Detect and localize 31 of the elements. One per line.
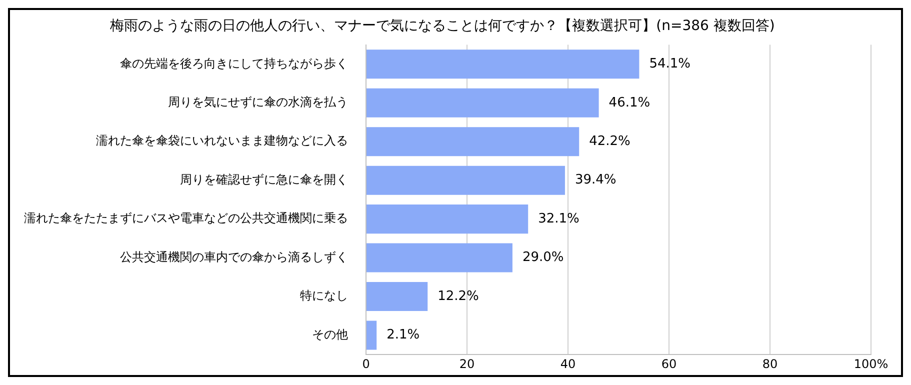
bar: [366, 50, 640, 79]
data-label: 54.1%: [649, 56, 691, 72]
x-tick-label: 40: [560, 356, 576, 371]
x-tick-label: 0: [362, 356, 370, 371]
y-tick-label: 公共交通機関の車内での傘から滴るしずく: [120, 250, 348, 264]
chart-title: 梅雨のような雨の日の他人の行い、マナーで気になることは何ですか？【複数選択可】(n=386 複数回答): [109, 18, 775, 34]
x-tick-label: 20: [459, 356, 475, 371]
bar: [366, 243, 512, 272]
y-tick-label: その他: [312, 327, 348, 342]
y-tick-label: 濡れた傘をたたまずにバスや電車などの公共交通機関に乗る: [24, 211, 348, 226]
y-tick-label: 周りを確認せずに急に傘を開く: [180, 172, 348, 186]
y-tick-label: 傘の先端を後ろ向きにして持ちながら歩く: [120, 56, 348, 70]
data-label: 32.1%: [538, 211, 580, 226]
bar: [366, 320, 377, 350]
x-tick-label: 80: [762, 356, 778, 371]
y-tick-label: 濡れた傘を傘袋にいれないまま建物などに入る: [96, 134, 348, 148]
y-tick-label: 特になし: [300, 288, 348, 303]
data-label: 29.0%: [522, 250, 564, 266]
bar: [366, 282, 428, 312]
bar: [366, 127, 580, 156]
x-tick-label: 100%: [854, 356, 888, 371]
bar: [366, 204, 528, 234]
x-tick-label: 60: [661, 356, 677, 371]
data-label: 42.2%: [589, 134, 630, 149]
bar: [366, 166, 565, 195]
data-label: 39.4%: [574, 172, 616, 188]
data-label: 12.2%: [438, 288, 479, 304]
data-label: 46.1%: [608, 95, 650, 110]
y-tick-label: 周りを気にせずに傘の水滴を払う: [168, 95, 348, 110]
bar: [366, 88, 599, 118]
data-label: 2.1%: [386, 328, 420, 343]
